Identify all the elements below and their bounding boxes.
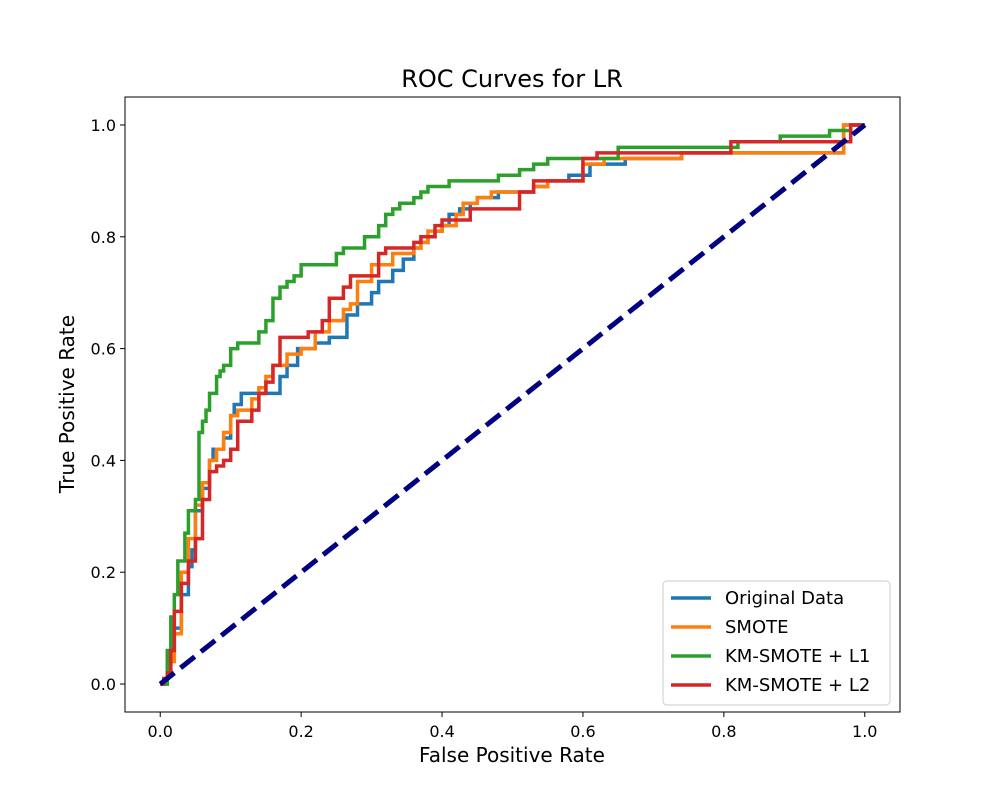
roc-line-km-smote-l2 (160, 123, 865, 686)
legend-label: SMOTE (725, 617, 789, 638)
x-tick-label: 1.0 (852, 722, 877, 741)
chart-title: ROC Curves for LR (401, 65, 623, 93)
x-tick-label: 0.2 (288, 722, 313, 741)
chance-diagonal-line (158, 122, 867, 687)
y-tick-label: 0.4 (91, 451, 116, 470)
y-tick-label: 0.8 (91, 228, 116, 247)
y-axis-title: True Positive Rate (55, 315, 79, 494)
legend-label: KM-SMOTE + L2 (725, 675, 870, 696)
y-tick-label: 0.2 (91, 563, 116, 582)
legend-box (662, 580, 891, 706)
x-tick-label: 0.0 (148, 722, 173, 741)
legend: Original Data SMOTE KM-SMOTE + L1 KM-SMOTE … (662, 580, 891, 706)
y-tick-label: 0.0 (91, 675, 116, 694)
x-tick-label: 0.4 (429, 722, 454, 741)
plot-area: 0.0 0.2 0.4 0.6 0.8 1.0 0.0 0.2 0.4 0.6 0.8 1.0 (91, 96, 901, 741)
roc-line-km-smote-l1 (160, 123, 865, 686)
y-tick-label: 0.6 (91, 340, 116, 359)
x-axis-title: False Positive Rate (419, 743, 605, 767)
x-tick-label: 0.6 (570, 722, 595, 741)
legend-label: KM-SMOTE + L1 (725, 646, 870, 667)
legend-label: Original Data (725, 588, 844, 609)
y-tick-label: 1.0 (91, 116, 116, 135)
plot-frame (124, 96, 901, 713)
x-tick-label: 0.8 (711, 722, 736, 741)
